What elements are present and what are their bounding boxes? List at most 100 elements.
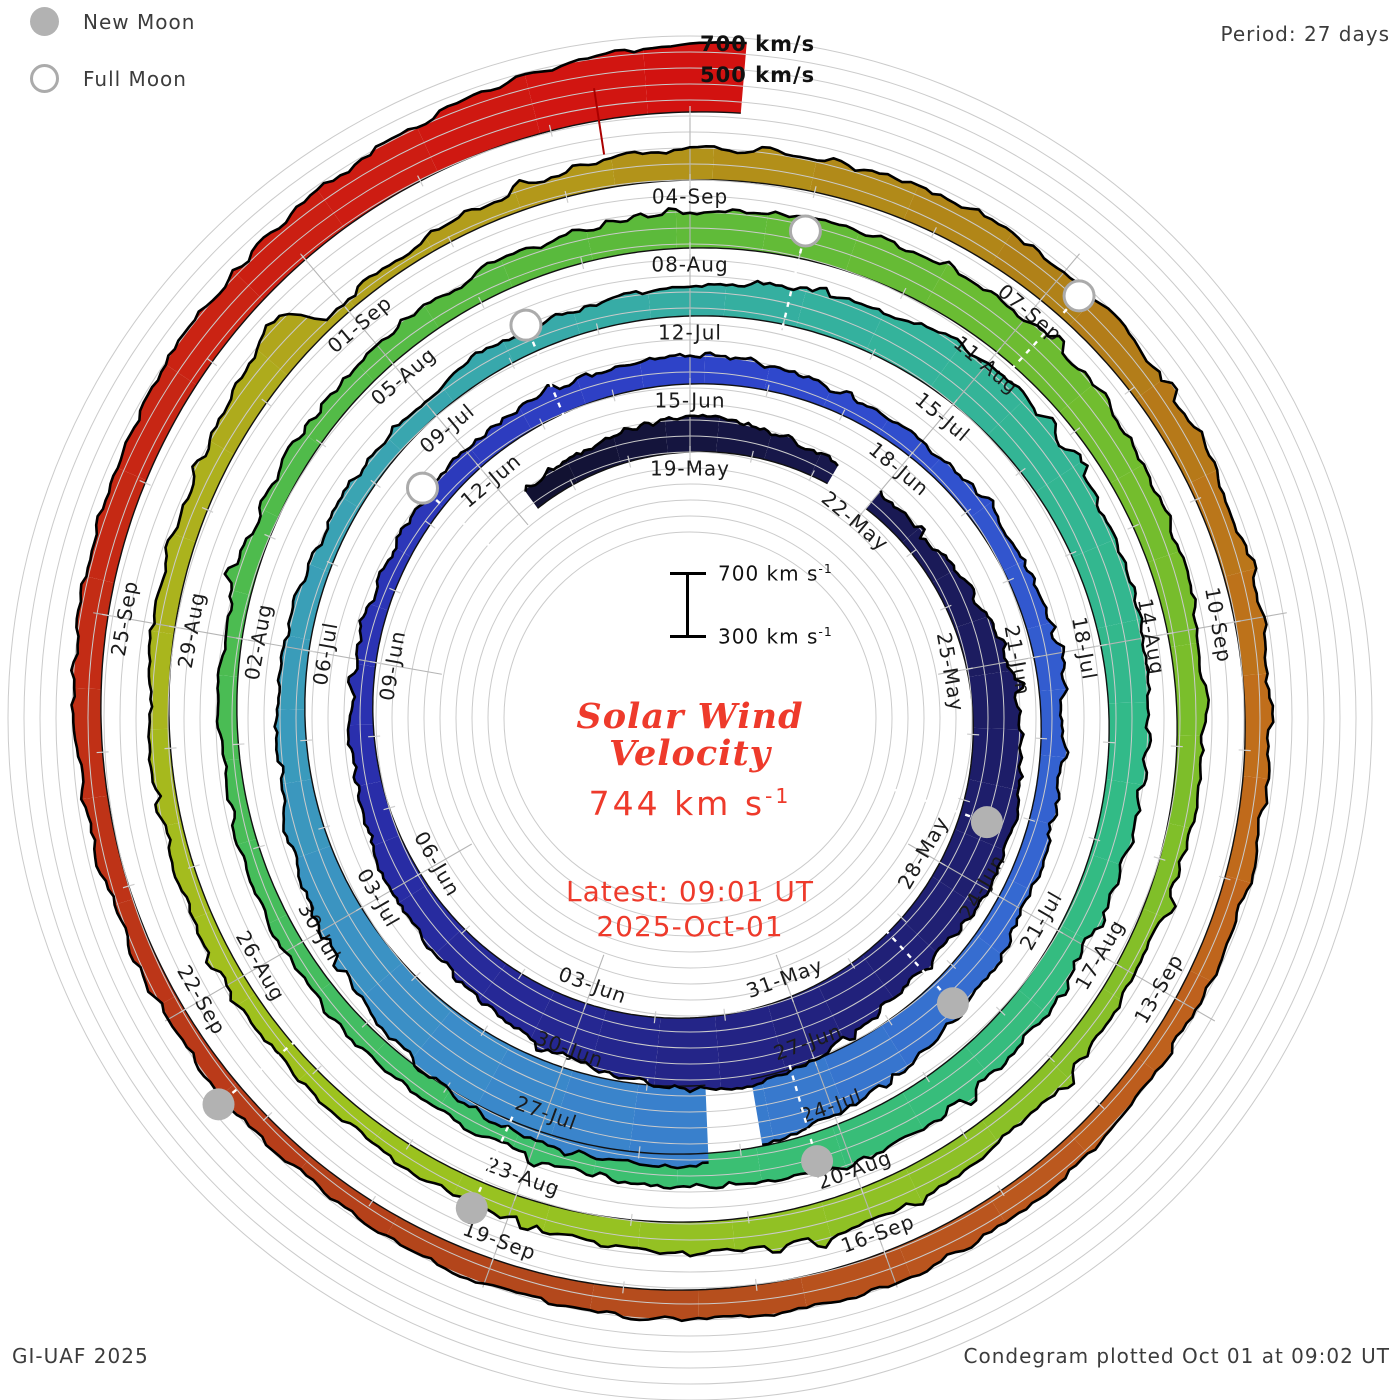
- moon-angle-mark-27-May: [892, 787, 971, 818]
- spiral-band-segment: [824, 1025, 909, 1110]
- full-moon-marker-10-Jul: [509, 308, 543, 342]
- day-tick: [930, 227, 937, 239]
- spiral-band-segment: [761, 1056, 846, 1141]
- day-tick: [960, 508, 972, 517]
- day-tick: [513, 1189, 519, 1201]
- gridline-circle: [487, 515, 893, 921]
- radial-gridline: [938, 612, 1287, 675]
- spiral-band-segment: [224, 507, 279, 596]
- new-moon-marker-23-Aug: [455, 1192, 488, 1225]
- day-tick: [960, 667, 973, 671]
- spiral-band-segment: [716, 416, 772, 460]
- spiral-band-segment: [1039, 689, 1069, 758]
- new-moon-marker-25-Jun: [936, 987, 969, 1020]
- spiral-band-segment: [1048, 988, 1121, 1084]
- day-tick: [1094, 643, 1107, 648]
- spiral-band-segment: [398, 884, 464, 955]
- day-tick: [179, 1006, 191, 1014]
- day-tick: [536, 1125, 543, 1138]
- spiral-band-segment: [372, 1127, 464, 1196]
- date-label-15-Jun: 15-Jun: [654, 389, 725, 413]
- spiral-band-segment: [643, 42, 747, 115]
- moon-angle-mark-25-Jun: [884, 928, 942, 991]
- full-moon-marker-09-Aug: [788, 214, 822, 248]
- spiral-band-segment: [930, 343, 1027, 435]
- day-tick: [897, 913, 907, 923]
- latest-velocity-value: 744 km s-1: [588, 784, 792, 823]
- day-tick: [560, 1061, 566, 1074]
- day-tick: [958, 797, 971, 803]
- day-tick: [1153, 856, 1166, 861]
- day-tick: [302, 649, 316, 653]
- spiral-band-segment: [162, 995, 237, 1096]
- date-label-08-Aug: 08-Aug: [651, 253, 728, 277]
- day-tick: [1228, 620, 1241, 624]
- day-tick: [187, 864, 200, 869]
- spiral-band-segment: [638, 1219, 735, 1257]
- day-tick: [847, 958, 856, 969]
- day-tick: [723, 1008, 726, 1021]
- spiral-band-segment: [698, 1277, 807, 1319]
- spiral-band-segment: [387, 386, 454, 451]
- spiral-band-segment: [989, 1134, 1088, 1223]
- day-tick: [318, 825, 331, 830]
- day-tick: [300, 739, 313, 742]
- gridline-circle: [39, 67, 1341, 1369]
- spiral-band-segment: [613, 419, 668, 465]
- day-tick: [627, 455, 632, 468]
- day-tick: [315, 439, 327, 448]
- day-tick: [739, 1143, 742, 1156]
- spiral-band-segment: [997, 320, 1093, 413]
- spiral-band-segment: [209, 349, 288, 455]
- day-tick: [1189, 496, 1202, 503]
- spiral-band-segment: [932, 829, 1004, 907]
- new-moon-marker-24-Jul: [801, 1145, 834, 1178]
- spiral-band-segment: [969, 500, 1026, 571]
- spiral-band-segment: [356, 603, 388, 667]
- velocity-trace: [70, 41, 1275, 1323]
- date-label-04-Sep: 04-Sep: [652, 185, 728, 209]
- day-tick: [164, 747, 177, 750]
- day-tick: [1002, 577, 1014, 584]
- spiral-band-segment: [117, 364, 197, 481]
- spiral-band-segment: [1035, 461, 1117, 558]
- day-tick: [997, 1185, 1005, 1196]
- full-moon-label: Full Moon: [83, 66, 187, 91]
- day-tick: [946, 959, 957, 970]
- moon-angle-mark-21-Sep: [231, 1040, 297, 1094]
- day-tick: [370, 479, 381, 489]
- spiral-band-segment: [968, 727, 1024, 791]
- day-tick: [992, 347, 1002, 358]
- spiral-band-segment: [114, 899, 177, 1004]
- day-tick: [869, 348, 876, 360]
- spiral-band-segment: [86, 468, 147, 583]
- moon-angle-mark-10-Jul: [531, 341, 566, 418]
- spiral-band-segment: [358, 304, 439, 382]
- day-tick: [861, 503, 871, 514]
- day-tick: [232, 743, 245, 746]
- day-tick: [368, 735, 381, 738]
- spiral-band-segment: [268, 914, 331, 994]
- end-marker-tick: [593, 88, 606, 155]
- spiral-band-segment: [281, 779, 331, 858]
- spiral-band-segment: [220, 1082, 312, 1170]
- day-tick: [1035, 737, 1048, 740]
- day-tick: [1036, 295, 1045, 306]
- moon-markers: [202, 214, 1096, 1225]
- spiral-band-segment: [71, 687, 108, 800]
- spiral-band-segment: [386, 1216, 494, 1284]
- ring-baseline-line: [100, 111, 1246, 1291]
- spiral-band-segment: [308, 497, 360, 573]
- spiral-band-segment: [530, 991, 607, 1067]
- outer-scale-700: 700 km/s: [700, 32, 816, 56]
- spiral-band-segment: [396, 495, 443, 557]
- credit-label: GI-UAF 2025: [12, 1344, 149, 1368]
- spiral-band-segment: [166, 270, 264, 385]
- spiral-band-segment: [764, 366, 830, 407]
- spiral-band-segment: [1167, 735, 1204, 828]
- spiral-band-segment: [438, 1089, 523, 1148]
- day-tick: [611, 389, 616, 402]
- spiral-band-segment: [800, 1246, 912, 1308]
- spiral-band-segment: [469, 407, 532, 465]
